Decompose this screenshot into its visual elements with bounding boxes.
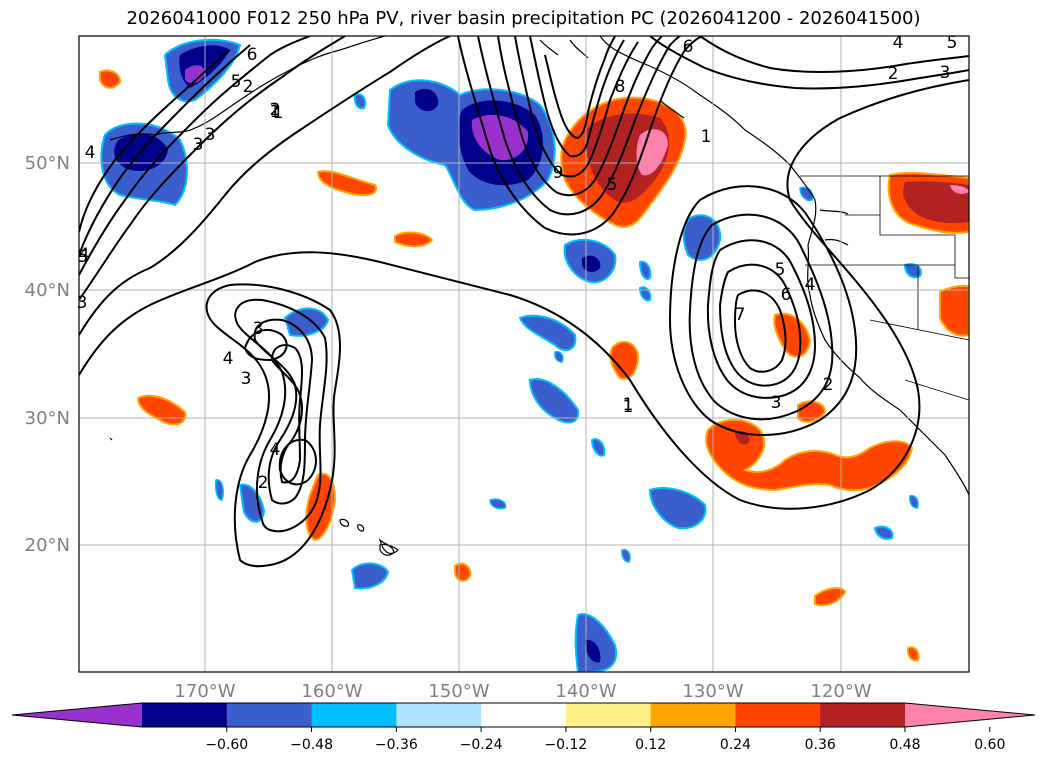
colorbar-tick-label: −0.60 [205, 737, 248, 753]
colorbar-swatch [481, 703, 567, 727]
lat-label: 50°N [25, 153, 70, 174]
contour-label: 1 [273, 103, 284, 123]
contour-label: 4 [893, 33, 904, 53]
contour-label: 5 [231, 72, 242, 92]
contour-label: 4 [270, 440, 281, 460]
colorbar-tick-label: −0.12 [544, 737, 587, 753]
contour-label: 6 [247, 45, 258, 65]
colorbar-extend-min [12, 703, 142, 727]
positive-precip-areas [99, 69, 969, 662]
lon-label: 120°W [810, 681, 871, 702]
colorbar-tick-label: −0.48 [290, 737, 333, 753]
negative-precip-areas [100, 38, 922, 672]
lon-label: 150°W [428, 681, 489, 702]
colorbar-tick-label: −0.36 [375, 737, 418, 753]
colorbar-swatch [735, 703, 821, 727]
contour-label: 3 [771, 393, 782, 413]
contour-label: 3 [193, 135, 204, 155]
contour-labels: 6 5 4 3 2 1 1 2 3 4 5 8 6 1 9 5 4 3 3 4 … [77, 33, 958, 493]
lat-label: 40°N [25, 280, 70, 301]
contour-label: 5 [947, 33, 958, 53]
contour-label: 2 [270, 100, 281, 120]
colorbar-tick-label: 0.60 [974, 737, 1005, 753]
lon-label: 130°W [682, 681, 743, 702]
contour-label: 1 [623, 395, 634, 415]
contour-label: 6 [781, 285, 792, 305]
islands [109, 437, 395, 556]
map-content [79, 36, 969, 672]
colorbar-extend-max [905, 703, 1035, 727]
colorbar-tick-label: 0.24 [720, 737, 751, 753]
colorbar-tick-label: 0.36 [805, 737, 836, 753]
colorbar-outline [11, 702, 1036, 728]
colorbar-swatch [311, 703, 397, 727]
contour-label: 2 [258, 473, 269, 493]
map-frame [78, 35, 970, 673]
colorbar-tick-label: −0.24 [460, 737, 503, 753]
contour-label: 9 [553, 163, 564, 183]
contour-label: 4 [223, 349, 234, 369]
contour-label: 1 [701, 127, 712, 147]
lon-label: 140°W [555, 681, 616, 702]
contour-label: 5 [607, 175, 618, 195]
contour-label: 3 [241, 369, 252, 389]
contour-label: 1 [270, 102, 281, 122]
contour-label: 8 [615, 77, 626, 97]
contour-label: 3 [253, 319, 264, 339]
map-title: 2026041000 F012 250 hPa PV, river basin … [126, 8, 921, 29]
contour-label: 1 [623, 397, 634, 417]
colorbar-swatch [142, 703, 228, 727]
contour-label: 4 [805, 275, 816, 295]
colorbar-swatch [650, 703, 736, 727]
lat-label: 30°N [25, 408, 70, 429]
lon-label: 170°W [174, 681, 235, 702]
contour-label: 6 [683, 37, 694, 57]
pv-contours [79, 36, 969, 568]
contour-label: 5 [78, 247, 89, 267]
colorbar-swatch [820, 703, 906, 727]
contour-label: 2 [823, 375, 834, 395]
contour-label: 4 [79, 245, 90, 265]
contour-label: 2 [888, 64, 899, 84]
colorbar-tick-label: 0.12 [635, 737, 666, 753]
contour-label: 2 [243, 77, 254, 97]
colorbar-tick-label: 0.48 [889, 737, 920, 753]
longitude-labels: 170°W 160°W 150°W 140°W 130°W 120°W [174, 681, 871, 702]
contour-label: 3 [205, 125, 216, 145]
lon-label: 160°W [301, 681, 362, 702]
contour-label: 3 [940, 63, 951, 83]
colorbar-swatch [226, 703, 313, 727]
latitude-labels: 50°N 40°N 30°N 20°N [25, 153, 70, 556]
contour-label: 4 [85, 143, 96, 163]
contour-label: 5 [775, 260, 786, 280]
gridlines [79, 36, 969, 672]
lat-label: 20°N [25, 535, 70, 556]
contour-label: 3 [77, 293, 88, 313]
colorbar-swatch [396, 703, 482, 727]
colorbar: −0.60 −0.48 −0.36 −0.24 −0.12 0.12 0.24 0.36 0.4… [11, 702, 1036, 753]
contour-label: 7 [735, 305, 746, 325]
colorbar-swatch [565, 703, 652, 727]
